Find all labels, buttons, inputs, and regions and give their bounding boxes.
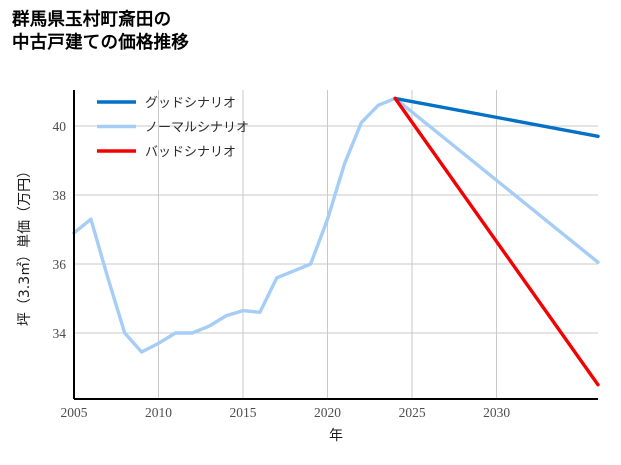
series-line-ノーマルシナリオ [72,96,600,354]
x-tick-labels: 2005 2010 2015 2020 2025 2030 [61,405,511,420]
gridlines-group [73,90,598,399]
y-tick-label: 38 [53,188,67,203]
y-tick-labels: 34 36 38 40 [53,119,67,341]
y-axis-title: 坪（3.3㎡）単価（万円） [17,164,33,326]
legend-label-normal: ノーマルシナリオ [145,121,249,136]
axis-spines [72,90,598,401]
x-tick-label: 2015 [230,405,257,420]
y-tick-label: 40 [53,119,67,134]
x-tick-label: 2025 [399,405,426,420]
legend-label-good: グッドシナリオ [145,96,236,111]
x-tick-label: 2030 [483,405,510,420]
series-group [72,96,600,387]
y-tick-label: 34 [53,326,67,341]
x-axis-title: 年 [329,428,343,444]
series-line-バッドシナリオ [393,96,600,387]
legend-label-bad: バッドシナリオ [145,145,236,160]
x-tick-label: 2020 [314,405,341,420]
series-line-グッドシナリオ [393,96,600,139]
page-title: 群馬県玉村町斎田の 中古戸建ての価格推移 [12,9,189,53]
x-tick-label: 2005 [61,405,88,420]
x-tick-label: 2010 [145,405,172,420]
y-tick-label: 36 [53,257,67,272]
